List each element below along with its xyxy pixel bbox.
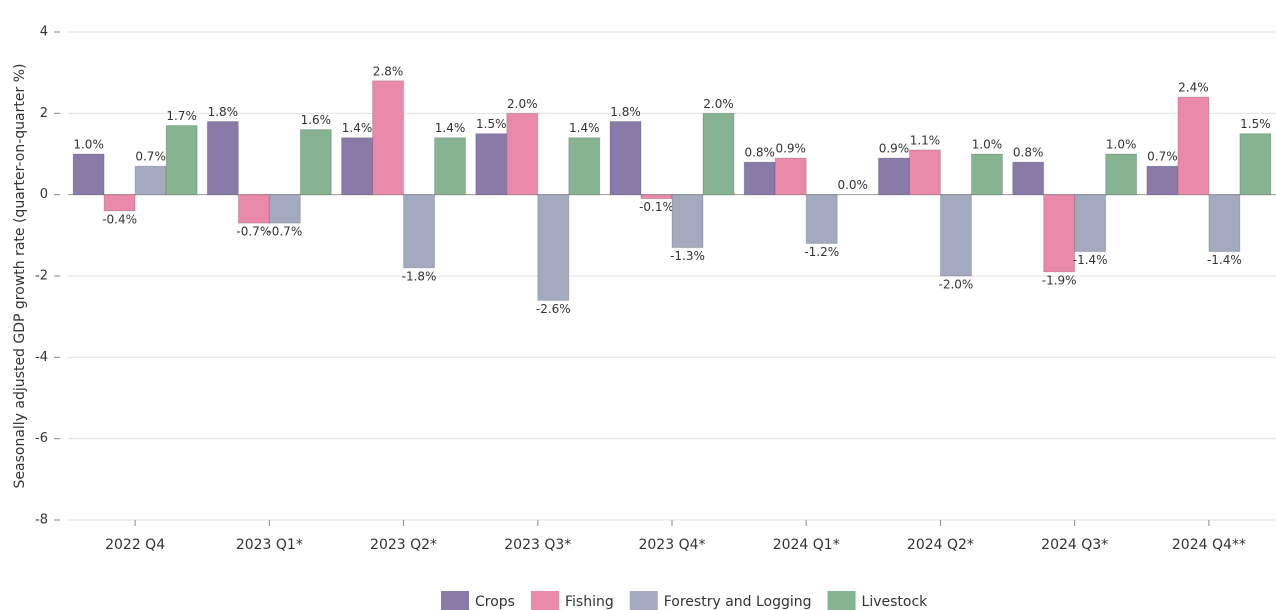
bar (1105, 153, 1138, 196)
value-label: 0.8% (1013, 146, 1044, 160)
value-label: 2.8% (373, 64, 404, 78)
value-label: 2.0% (507, 97, 538, 111)
value-label: 1.4% (342, 121, 373, 135)
value-label: 0.8% (744, 146, 775, 160)
value-label: 1.0% (972, 138, 1003, 152)
value-label: 1.7% (166, 109, 197, 123)
x-tick-label: 2024 Q1* (773, 537, 840, 553)
x-tick-label: 2023 Q3* (504, 537, 571, 553)
value-label: -0.7% (236, 225, 271, 239)
y-tick-label: 2 (40, 106, 48, 121)
bar (609, 120, 642, 196)
value-label: -1.2% (804, 245, 839, 259)
bar (206, 120, 239, 196)
x-tick-label: 2023 Q2* (370, 537, 437, 553)
x-tick-label: 2024 Q3* (1041, 537, 1108, 553)
legend-label: Forestry and Logging (664, 594, 812, 610)
bar (1208, 194, 1241, 253)
value-label: 1.4% (569, 121, 600, 135)
value-label: 1.5% (1240, 117, 1271, 131)
value-label: 0.9% (879, 142, 910, 156)
bar (403, 194, 436, 269)
legend-label: Crops (475, 594, 515, 610)
value-label: -0.7% (267, 225, 302, 239)
value-label: 1.8% (208, 105, 239, 119)
value-label: 1.1% (910, 133, 941, 147)
value-label: 1.0% (73, 138, 104, 152)
value-label: -1.8% (402, 269, 437, 283)
value-label: 2.0% (703, 97, 734, 111)
y-tick-label: -6 (35, 431, 48, 446)
legend-label: Fishing (565, 594, 614, 610)
value-label: -1.4% (1207, 253, 1242, 267)
y-tick-label: 4 (40, 25, 48, 40)
bar (268, 194, 301, 224)
bar (774, 157, 807, 196)
value-label: -2.0% (939, 278, 974, 292)
bar (237, 194, 270, 224)
bar (103, 194, 136, 212)
value-label: -0.4% (102, 212, 137, 226)
value-label: 0.9% (775, 142, 806, 156)
value-label: 1.5% (476, 117, 507, 131)
bar (299, 129, 332, 196)
value-label: 1.8% (610, 105, 641, 119)
legend-swatch (441, 591, 469, 610)
value-label: 1.4% (435, 121, 466, 135)
bar (970, 153, 1003, 196)
value-label: 1.0% (1106, 138, 1137, 152)
legend-swatch (629, 591, 658, 610)
value-label: -2.6% (536, 302, 571, 316)
y-tick-label: 0 (40, 187, 48, 202)
legend-swatch (530, 591, 559, 610)
y-tick-label: -8 (35, 513, 48, 528)
bar (1043, 194, 1076, 273)
value-label: -1.3% (670, 249, 705, 263)
bar (908, 149, 941, 196)
bar (805, 194, 838, 244)
y-axis-label: Seasonally adjusted GDP growth rate (qua… (12, 64, 28, 489)
bar (877, 157, 910, 196)
y-tick-label: -2 (35, 269, 48, 284)
bar (640, 194, 673, 200)
bar (1177, 96, 1210, 196)
bar (671, 194, 704, 249)
bar (72, 153, 105, 196)
y-tick-label: -4 (35, 350, 48, 365)
value-label: -1.9% (1042, 273, 1077, 287)
bar (702, 112, 735, 196)
value-label: 0.7% (1147, 150, 1178, 164)
value-label: 0.7% (135, 150, 166, 164)
bar (165, 125, 198, 196)
bar (939, 194, 972, 277)
bar (475, 133, 508, 196)
bar (1146, 165, 1179, 196)
bar (372, 80, 405, 196)
bar (568, 137, 601, 196)
bar (1012, 161, 1045, 196)
x-tick-label: 2023 Q4* (638, 537, 705, 553)
legend-swatch (827, 591, 856, 610)
bar (506, 112, 539, 196)
bar (134, 165, 167, 196)
value-label: 2.4% (1178, 81, 1209, 95)
value-label: 1.6% (301, 113, 332, 127)
x-tick-label: 2024 Q2* (907, 537, 974, 553)
bar (743, 161, 776, 196)
bar (341, 137, 374, 196)
bar (434, 137, 467, 196)
x-tick-label: 2022 Q4 (105, 537, 165, 553)
value-label: 0.0% (837, 178, 868, 192)
x-tick-label: 2024 Q4** (1172, 537, 1246, 553)
value-label: -0.1% (639, 200, 674, 214)
bar (537, 194, 570, 301)
legend-label: Livestock (862, 594, 929, 610)
bar (1074, 194, 1107, 253)
value-label: -1.4% (1073, 253, 1108, 267)
bar (1239, 133, 1272, 196)
x-tick-label: 2023 Q1* (236, 537, 303, 553)
